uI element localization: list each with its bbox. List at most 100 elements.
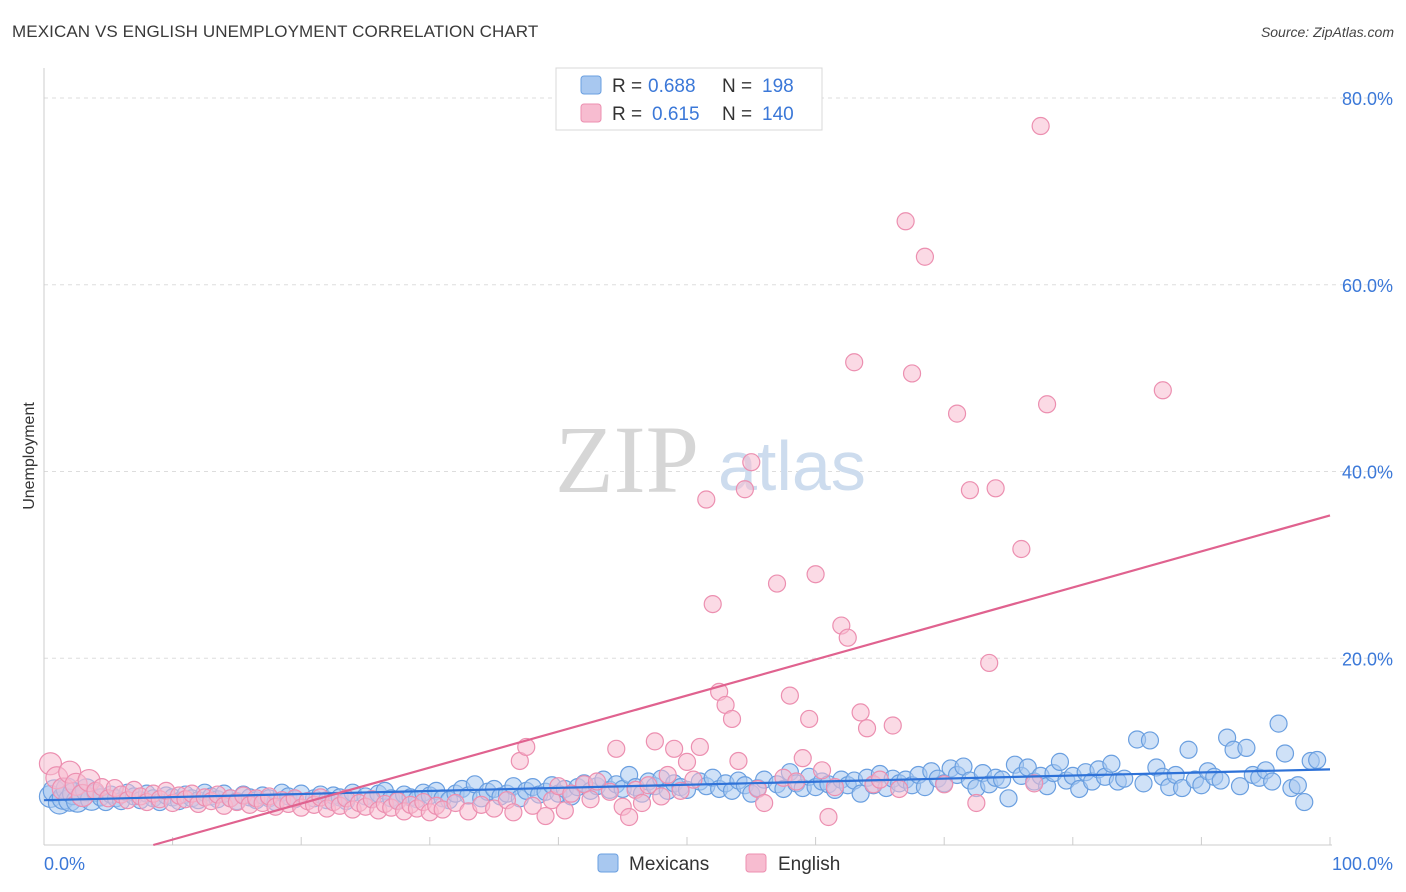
english-point xyxy=(980,653,999,673)
english-point xyxy=(947,404,967,423)
english-point xyxy=(845,353,864,372)
legend-english-label: English xyxy=(778,854,840,875)
stats-mexicans-n-label: N = xyxy=(722,76,752,97)
english-point xyxy=(825,778,844,797)
english-point xyxy=(883,716,902,735)
mexicans-point xyxy=(1295,792,1314,812)
english-point xyxy=(658,765,677,785)
english-point xyxy=(742,453,761,472)
legend-english-swatch xyxy=(745,853,767,873)
y-tick-label-40: 40.0% xyxy=(1342,463,1393,483)
english-point xyxy=(755,793,774,813)
mexicans-point xyxy=(1275,744,1295,763)
english-point xyxy=(722,709,742,729)
stats-box: R = 0.688 N = 198 R = 0.615 N = 140 xyxy=(555,67,823,131)
mexicans-point xyxy=(992,770,1012,789)
mexicans-point xyxy=(1140,731,1160,750)
mexicans-point xyxy=(1173,778,1192,798)
english-point xyxy=(652,787,671,806)
english-point xyxy=(536,806,555,826)
english-point xyxy=(607,739,626,758)
mexicans-point xyxy=(1134,774,1153,793)
english-point xyxy=(562,784,581,803)
english-trend-line xyxy=(153,514,1331,847)
legend: Mexicans English xyxy=(597,853,840,875)
english-point xyxy=(632,793,652,813)
legend-mexicans-label: Mexicans xyxy=(629,854,709,875)
y-tick-label-20: 20.0% xyxy=(1342,649,1393,669)
english-point xyxy=(504,803,523,822)
english-point xyxy=(960,481,980,500)
mexicans-point xyxy=(1308,750,1327,770)
english-point xyxy=(902,364,922,383)
mexicans-point xyxy=(999,789,1018,808)
stats-mexicans-r-value: 0.688 xyxy=(648,76,696,97)
mexicans-point xyxy=(1179,740,1198,759)
english-point xyxy=(896,212,915,231)
english-point xyxy=(729,751,748,771)
stats-mexicans-r-label: R = xyxy=(612,76,642,97)
english-point xyxy=(851,703,870,722)
english-point xyxy=(1037,395,1057,414)
english-point xyxy=(703,594,722,614)
english-point xyxy=(1012,539,1031,559)
x-tick-label-max: 100.0% xyxy=(1332,854,1393,874)
stats-english-r-label: R = xyxy=(612,104,642,125)
english-point xyxy=(819,807,838,827)
english-point xyxy=(523,796,542,815)
english-point xyxy=(915,247,935,266)
stats-mexicans-swatch xyxy=(580,75,602,95)
chart-source: Source: ZipAtlas.com xyxy=(1260,24,1394,40)
mexicans-point xyxy=(1288,776,1307,795)
x-tick-label-min: 0.0% xyxy=(44,854,85,874)
english-point xyxy=(620,807,639,827)
english-point xyxy=(986,479,1005,498)
english-point xyxy=(446,793,465,813)
mexicans-point xyxy=(1269,714,1288,733)
english-point xyxy=(581,790,600,809)
english-point xyxy=(857,719,877,738)
english-point xyxy=(1031,116,1050,136)
english-point xyxy=(485,799,504,818)
chart-title: MEXICAN VS ENGLISH UNEMPLOYMENT CORRELAT… xyxy=(12,22,539,41)
y-tick-label-80: 80.0% xyxy=(1342,89,1393,109)
y-tick-label-60: 60.0% xyxy=(1342,276,1393,296)
english-point xyxy=(1025,774,1044,793)
mexicans-point xyxy=(1211,771,1230,790)
watermark-zip: ZIP xyxy=(555,406,699,513)
mexicans-point xyxy=(1102,754,1121,773)
trend-lines xyxy=(43,514,1331,847)
mexicans-point xyxy=(1230,777,1250,796)
tick-labels: 20.0% 40.0% 60.0% 80.0% 0.0% 100.0% xyxy=(44,89,1393,874)
stats-mexicans-n-value: 198 xyxy=(762,76,794,97)
mexicans-point xyxy=(1050,752,1070,771)
english-point xyxy=(793,749,812,768)
mexicans-point xyxy=(1115,769,1134,788)
stats-english-r-value: 0.615 xyxy=(652,104,700,125)
english-point xyxy=(967,793,986,813)
axes xyxy=(43,68,1332,846)
mexicans-point xyxy=(1237,738,1256,757)
english-point xyxy=(665,739,684,758)
english-point xyxy=(767,574,787,593)
english-point xyxy=(690,737,709,757)
english-point xyxy=(677,752,697,771)
grid xyxy=(44,97,1392,845)
y-axis-label: Unemployment xyxy=(21,402,38,510)
stats-english-n-value: 140 xyxy=(762,104,794,125)
english-point xyxy=(806,565,825,584)
mexicans-trend-line xyxy=(43,768,1331,802)
mexicans-point xyxy=(851,784,870,803)
english-point xyxy=(671,781,690,800)
stats-english-n-label: N = xyxy=(722,104,752,125)
english-point xyxy=(735,480,754,499)
english-point xyxy=(890,779,909,799)
english-point xyxy=(1153,381,1172,400)
english-point xyxy=(697,490,716,509)
english-point xyxy=(555,801,574,820)
stats-english-swatch xyxy=(580,103,602,123)
english-point xyxy=(780,686,799,705)
english-point xyxy=(800,709,819,729)
legend-mexicans-swatch xyxy=(597,853,619,873)
